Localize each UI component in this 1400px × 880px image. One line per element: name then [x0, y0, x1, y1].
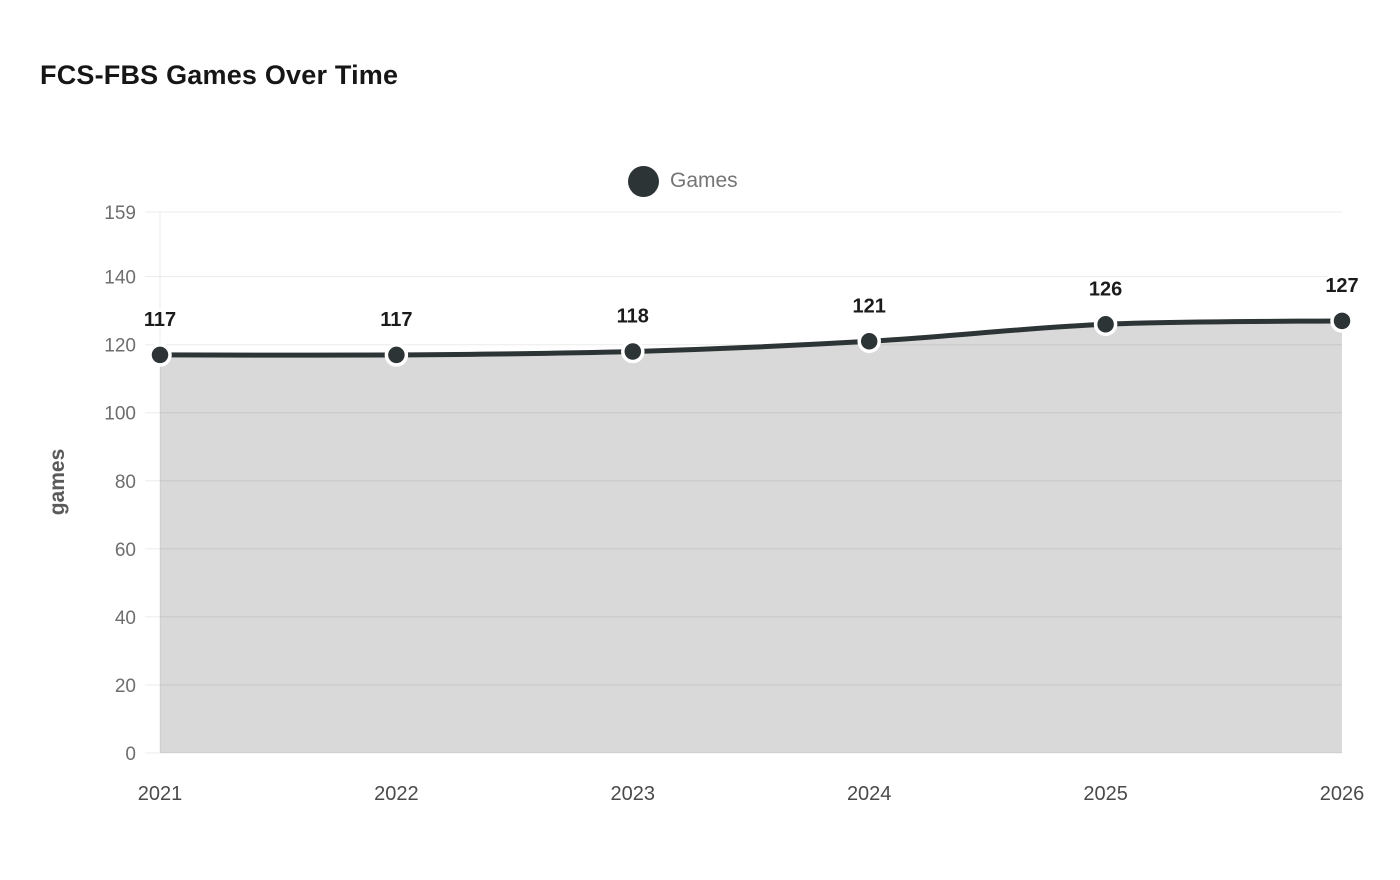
y-tick-label: 159: [104, 203, 136, 224]
data-label: 117: [380, 309, 412, 331]
data-point: [857, 329, 881, 354]
data-label: 126: [1089, 278, 1122, 300]
chart-title: FCS-FBS Games Over Time: [40, 60, 399, 90]
legend: Games: [628, 164, 738, 198]
x-tick-label: 2026: [1320, 783, 1365, 805]
series-line: [157, 318, 1345, 358]
y-axis-title: games: [46, 449, 69, 516]
data-point: [148, 343, 172, 367]
y-tick-label: 80: [115, 472, 136, 493]
y-tick-label: 140: [104, 268, 136, 289]
y-tick-label: 40: [115, 608, 136, 629]
y-tick-label: 60: [115, 540, 136, 561]
area-fill: [160, 320, 1342, 753]
x-tick-label: 2024: [847, 783, 892, 805]
y-tick-label: 100: [104, 404, 136, 425]
data-label: 127: [1325, 275, 1358, 297]
legend-games-swatch: [628, 165, 659, 197]
data-label: 118: [617, 306, 649, 328]
data-label: 117: [144, 309, 176, 331]
legend-games-label: Games: [670, 169, 738, 192]
x-tick-label: 2021: [138, 783, 183, 805]
y-tick-label: 0: [125, 744, 136, 765]
data-point: [384, 343, 409, 367]
data-point: [621, 339, 645, 364]
x-tick-label: 2023: [611, 783, 656, 805]
x-tick-label: 2022: [374, 783, 419, 805]
y-tick-label: 20: [115, 676, 136, 697]
data-point: [1093, 312, 1118, 337]
x-tick-label: 2025: [1083, 783, 1128, 805]
data-point: [1330, 309, 1354, 333]
data-label: 121: [853, 295, 886, 317]
y-tick-label: 120: [104, 336, 136, 357]
games-area-chart: 0 20 40 60 80 100 120 140 159 games 117 117 118 121 12…: [46, 203, 1365, 805]
